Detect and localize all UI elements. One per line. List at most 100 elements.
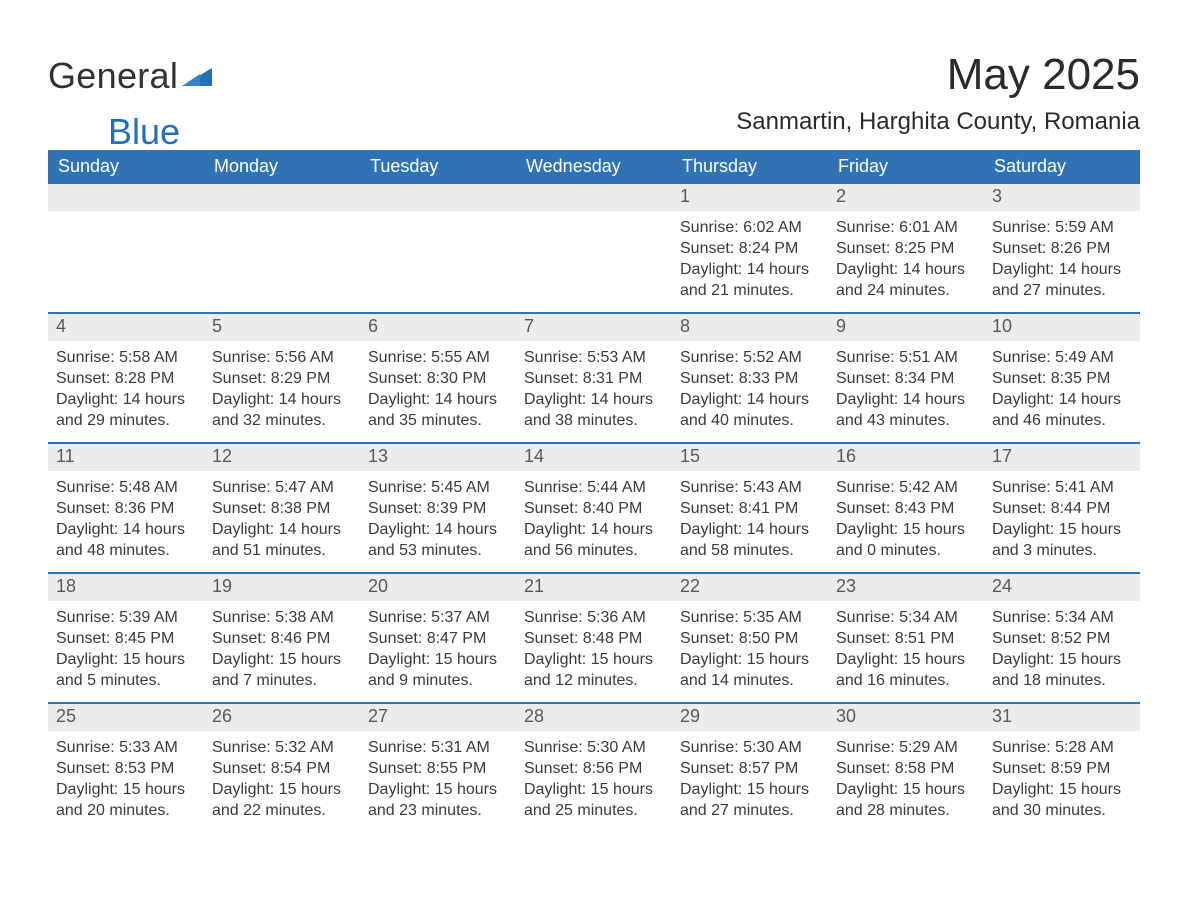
sunset-text: Sunset: 8:44 PM <box>992 498 1132 519</box>
sunset-text: Sunset: 8:29 PM <box>212 368 352 389</box>
calendar-cell: 8Sunrise: 5:52 AMSunset: 8:33 PMDaylight… <box>672 314 828 442</box>
sunset-text: Sunset: 8:28 PM <box>56 368 196 389</box>
calendar-cell: 30Sunrise: 5:29 AMSunset: 8:58 PMDayligh… <box>828 704 984 832</box>
day-number: 27 <box>360 704 516 731</box>
sunrise-text: Sunrise: 5:44 AM <box>524 477 664 498</box>
sunrise-text: Sunrise: 5:30 AM <box>680 737 820 758</box>
calendar-cell: 12Sunrise: 5:47 AMSunset: 8:38 PMDayligh… <box>204 444 360 572</box>
day-detail: Sunrise: 5:34 AMSunset: 8:52 PMDaylight:… <box>984 601 1140 701</box>
day-number: 3 <box>984 184 1140 211</box>
day-header: Thursday <box>672 150 828 184</box>
sunset-text: Sunset: 8:34 PM <box>836 368 976 389</box>
sunset-text: Sunset: 8:38 PM <box>212 498 352 519</box>
day-detail: Sunrise: 6:02 AMSunset: 8:24 PMDaylight:… <box>672 211 828 311</box>
day-number: 4 <box>48 314 204 341</box>
calendar-cell <box>204 184 360 312</box>
day-header: Tuesday <box>360 150 516 184</box>
day-detail: Sunrise: 5:38 AMSunset: 8:46 PMDaylight:… <box>204 601 360 701</box>
calendar-cell: 9Sunrise: 5:51 AMSunset: 8:34 PMDaylight… <box>828 314 984 442</box>
calendar-cell: 26Sunrise: 5:32 AMSunset: 8:54 PMDayligh… <box>204 704 360 832</box>
logo-triangle-icon <box>182 56 212 92</box>
sunset-text: Sunset: 8:59 PM <box>992 758 1132 779</box>
calendar-cell: 14Sunrise: 5:44 AMSunset: 8:40 PMDayligh… <box>516 444 672 572</box>
calendar-week: 1Sunrise: 6:02 AMSunset: 8:24 PMDaylight… <box>48 184 1140 312</box>
day-detail: Sunrise: 5:30 AMSunset: 8:57 PMDaylight:… <box>672 731 828 831</box>
sunset-text: Sunset: 8:56 PM <box>524 758 664 779</box>
day-number: 8 <box>672 314 828 341</box>
sunrise-text: Sunrise: 5:47 AM <box>212 477 352 498</box>
day-detail: Sunrise: 5:48 AMSunset: 8:36 PMDaylight:… <box>48 471 204 571</box>
calendar-week: 11Sunrise: 5:48 AMSunset: 8:36 PMDayligh… <box>48 442 1140 572</box>
sunrise-text: Sunrise: 5:29 AM <box>836 737 976 758</box>
calendar-cell: 28Sunrise: 5:30 AMSunset: 8:56 PMDayligh… <box>516 704 672 832</box>
calendar-cell: 15Sunrise: 5:43 AMSunset: 8:41 PMDayligh… <box>672 444 828 572</box>
day-detail: Sunrise: 5:33 AMSunset: 8:53 PMDaylight:… <box>48 731 204 831</box>
sunrise-text: Sunrise: 5:55 AM <box>368 347 508 368</box>
calendar-week: 18Sunrise: 5:39 AMSunset: 8:45 PMDayligh… <box>48 572 1140 702</box>
daylight-text: Daylight: 14 hours and 51 minutes. <box>212 519 352 561</box>
daylight-text: Daylight: 15 hours and 12 minutes. <box>524 649 664 691</box>
daylight-text: Daylight: 15 hours and 22 minutes. <box>212 779 352 821</box>
daylight-text: Daylight: 14 hours and 56 minutes. <box>524 519 664 561</box>
sunset-text: Sunset: 8:24 PM <box>680 238 820 259</box>
sunset-text: Sunset: 8:41 PM <box>680 498 820 519</box>
daylight-text: Daylight: 15 hours and 28 minutes. <box>836 779 976 821</box>
calendar-cell: 10Sunrise: 5:49 AMSunset: 8:35 PMDayligh… <box>984 314 1140 442</box>
day-detail: Sunrise: 5:55 AMSunset: 8:30 PMDaylight:… <box>360 341 516 441</box>
header-row: General May 2025 <box>48 50 1140 100</box>
day-number: 5 <box>204 314 360 341</box>
day-number: 12 <box>204 444 360 471</box>
sunset-text: Sunset: 8:25 PM <box>836 238 976 259</box>
calendar-cell: 22Sunrise: 5:35 AMSunset: 8:50 PMDayligh… <box>672 574 828 702</box>
day-detail: Sunrise: 5:28 AMSunset: 8:59 PMDaylight:… <box>984 731 1140 831</box>
sunrise-text: Sunrise: 5:49 AM <box>992 347 1132 368</box>
calendar-cell: 21Sunrise: 5:36 AMSunset: 8:48 PMDayligh… <box>516 574 672 702</box>
calendar-cell: 19Sunrise: 5:38 AMSunset: 8:46 PMDayligh… <box>204 574 360 702</box>
sunrise-text: Sunrise: 5:37 AM <box>368 607 508 628</box>
day-header: Friday <box>828 150 984 184</box>
daylight-text: Daylight: 14 hours and 29 minutes. <box>56 389 196 431</box>
day-detail: Sunrise: 5:39 AMSunset: 8:45 PMDaylight:… <box>48 601 204 701</box>
sunrise-text: Sunrise: 5:42 AM <box>836 477 976 498</box>
day-number: 7 <box>516 314 672 341</box>
day-detail: Sunrise: 5:53 AMSunset: 8:31 PMDaylight:… <box>516 341 672 441</box>
sunset-text: Sunset: 8:55 PM <box>368 758 508 779</box>
daylight-text: Daylight: 14 hours and 43 minutes. <box>836 389 976 431</box>
day-number: 21 <box>516 574 672 601</box>
sunrise-text: Sunrise: 5:59 AM <box>992 217 1132 238</box>
daylight-text: Daylight: 15 hours and 7 minutes. <box>212 649 352 691</box>
sunrise-text: Sunrise: 5:56 AM <box>212 347 352 368</box>
sunset-text: Sunset: 8:52 PM <box>992 628 1132 649</box>
daylight-text: Daylight: 15 hours and 14 minutes. <box>680 649 820 691</box>
calendar-cell: 23Sunrise: 5:34 AMSunset: 8:51 PMDayligh… <box>828 574 984 702</box>
sunrise-text: Sunrise: 6:01 AM <box>836 217 976 238</box>
day-detail: Sunrise: 5:42 AMSunset: 8:43 PMDaylight:… <box>828 471 984 571</box>
sunrise-text: Sunrise: 5:34 AM <box>836 607 976 628</box>
day-number <box>48 184 204 211</box>
day-number: 28 <box>516 704 672 731</box>
logo-word-2-wrap: Blue <box>48 106 180 150</box>
day-number: 19 <box>204 574 360 601</box>
day-detail: Sunrise: 5:47 AMSunset: 8:38 PMDaylight:… <box>204 471 360 571</box>
calendar-cell: 13Sunrise: 5:45 AMSunset: 8:39 PMDayligh… <box>360 444 516 572</box>
sunrise-text: Sunrise: 5:52 AM <box>680 347 820 368</box>
daylight-text: Daylight: 15 hours and 5 minutes. <box>56 649 196 691</box>
sunset-text: Sunset: 8:58 PM <box>836 758 976 779</box>
day-detail <box>204 211 360 227</box>
calendar-cell <box>48 184 204 312</box>
day-detail: Sunrise: 5:45 AMSunset: 8:39 PMDaylight:… <box>360 471 516 571</box>
calendar-cell: 17Sunrise: 5:41 AMSunset: 8:44 PMDayligh… <box>984 444 1140 572</box>
day-header: Saturday <box>984 150 1140 184</box>
day-detail <box>48 211 204 227</box>
sunrise-text: Sunrise: 5:32 AM <box>212 737 352 758</box>
calendar-week: 25Sunrise: 5:33 AMSunset: 8:53 PMDayligh… <box>48 702 1140 832</box>
sunset-text: Sunset: 8:47 PM <box>368 628 508 649</box>
sunrise-text: Sunrise: 5:58 AM <box>56 347 196 368</box>
sunset-text: Sunset: 8:51 PM <box>836 628 976 649</box>
day-header-row: SundayMondayTuesdayWednesdayThursdayFrid… <box>48 150 1140 184</box>
sunrise-text: Sunrise: 5:38 AM <box>212 607 352 628</box>
sunrise-text: Sunrise: 5:31 AM <box>368 737 508 758</box>
daylight-text: Daylight: 14 hours and 46 minutes. <box>992 389 1132 431</box>
calendar-cell: 25Sunrise: 5:33 AMSunset: 8:53 PMDayligh… <box>48 704 204 832</box>
calendar-grid: SundayMondayTuesdayWednesdayThursdayFrid… <box>48 150 1140 832</box>
